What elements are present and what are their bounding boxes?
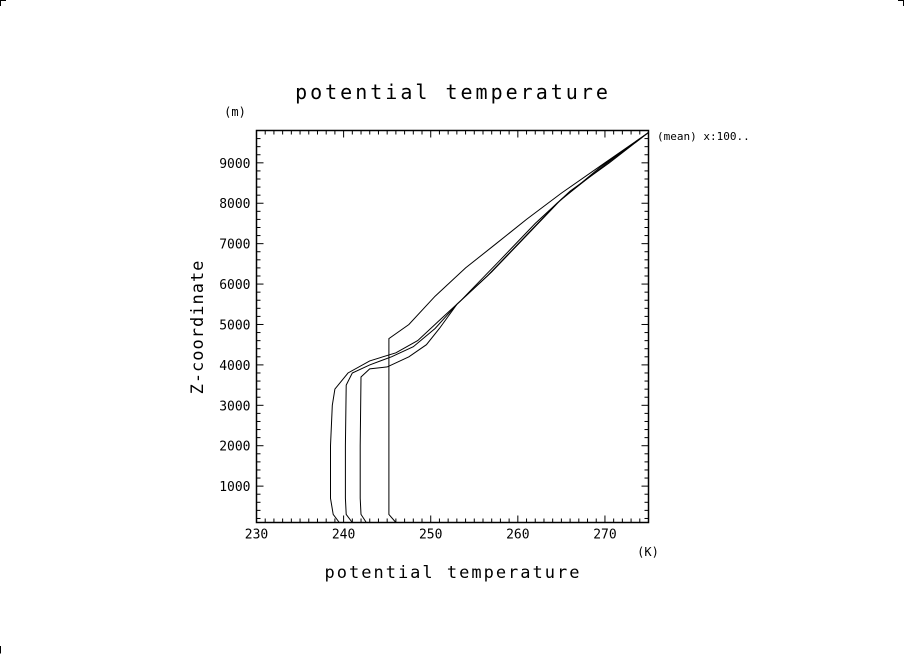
y-tick-label: 3000: [219, 399, 250, 414]
chart-title: potential temperature: [295, 80, 611, 104]
series-annotation: (mean) x:100..: [657, 130, 750, 143]
x-tick-label: 230: [245, 528, 268, 543]
y-tick-label: 9000: [219, 157, 250, 172]
y-tick-label: 4000: [219, 359, 250, 374]
series-line-1: [330, 132, 649, 523]
y-axis-label: Z-coordinate: [188, 260, 208, 395]
y-tick-label: 8000: [219, 197, 250, 212]
y-tick-label: 6000: [219, 278, 250, 293]
y-tick-label: 2000: [219, 440, 250, 455]
series-lines: [330, 132, 649, 523]
x-tick-label: 260: [506, 528, 529, 543]
x-tick-label: 250: [419, 528, 442, 543]
y-tick-label: 1000: [219, 480, 250, 495]
x-axis-label: potential temperature: [325, 563, 582, 583]
x-tick-label: 270: [593, 528, 616, 543]
y-tick-label: 5000: [219, 318, 250, 333]
x-unit-label: (K): [637, 545, 659, 559]
axis-ticks: [256, 130, 649, 523]
y-unit-label: (m): [224, 105, 246, 119]
y-tick-label: 7000: [219, 238, 250, 253]
series-line-4: [388, 132, 649, 523]
series-line-3: [359, 132, 649, 523]
plot-frame: [255, 129, 650, 524]
x-tick-label: 240: [332, 528, 355, 543]
tick-labels: 230 240 250 260 270 1000 2000 3000 4000 5000 6000 7…: [219, 157, 616, 543]
series-line-2: [344, 132, 649, 523]
